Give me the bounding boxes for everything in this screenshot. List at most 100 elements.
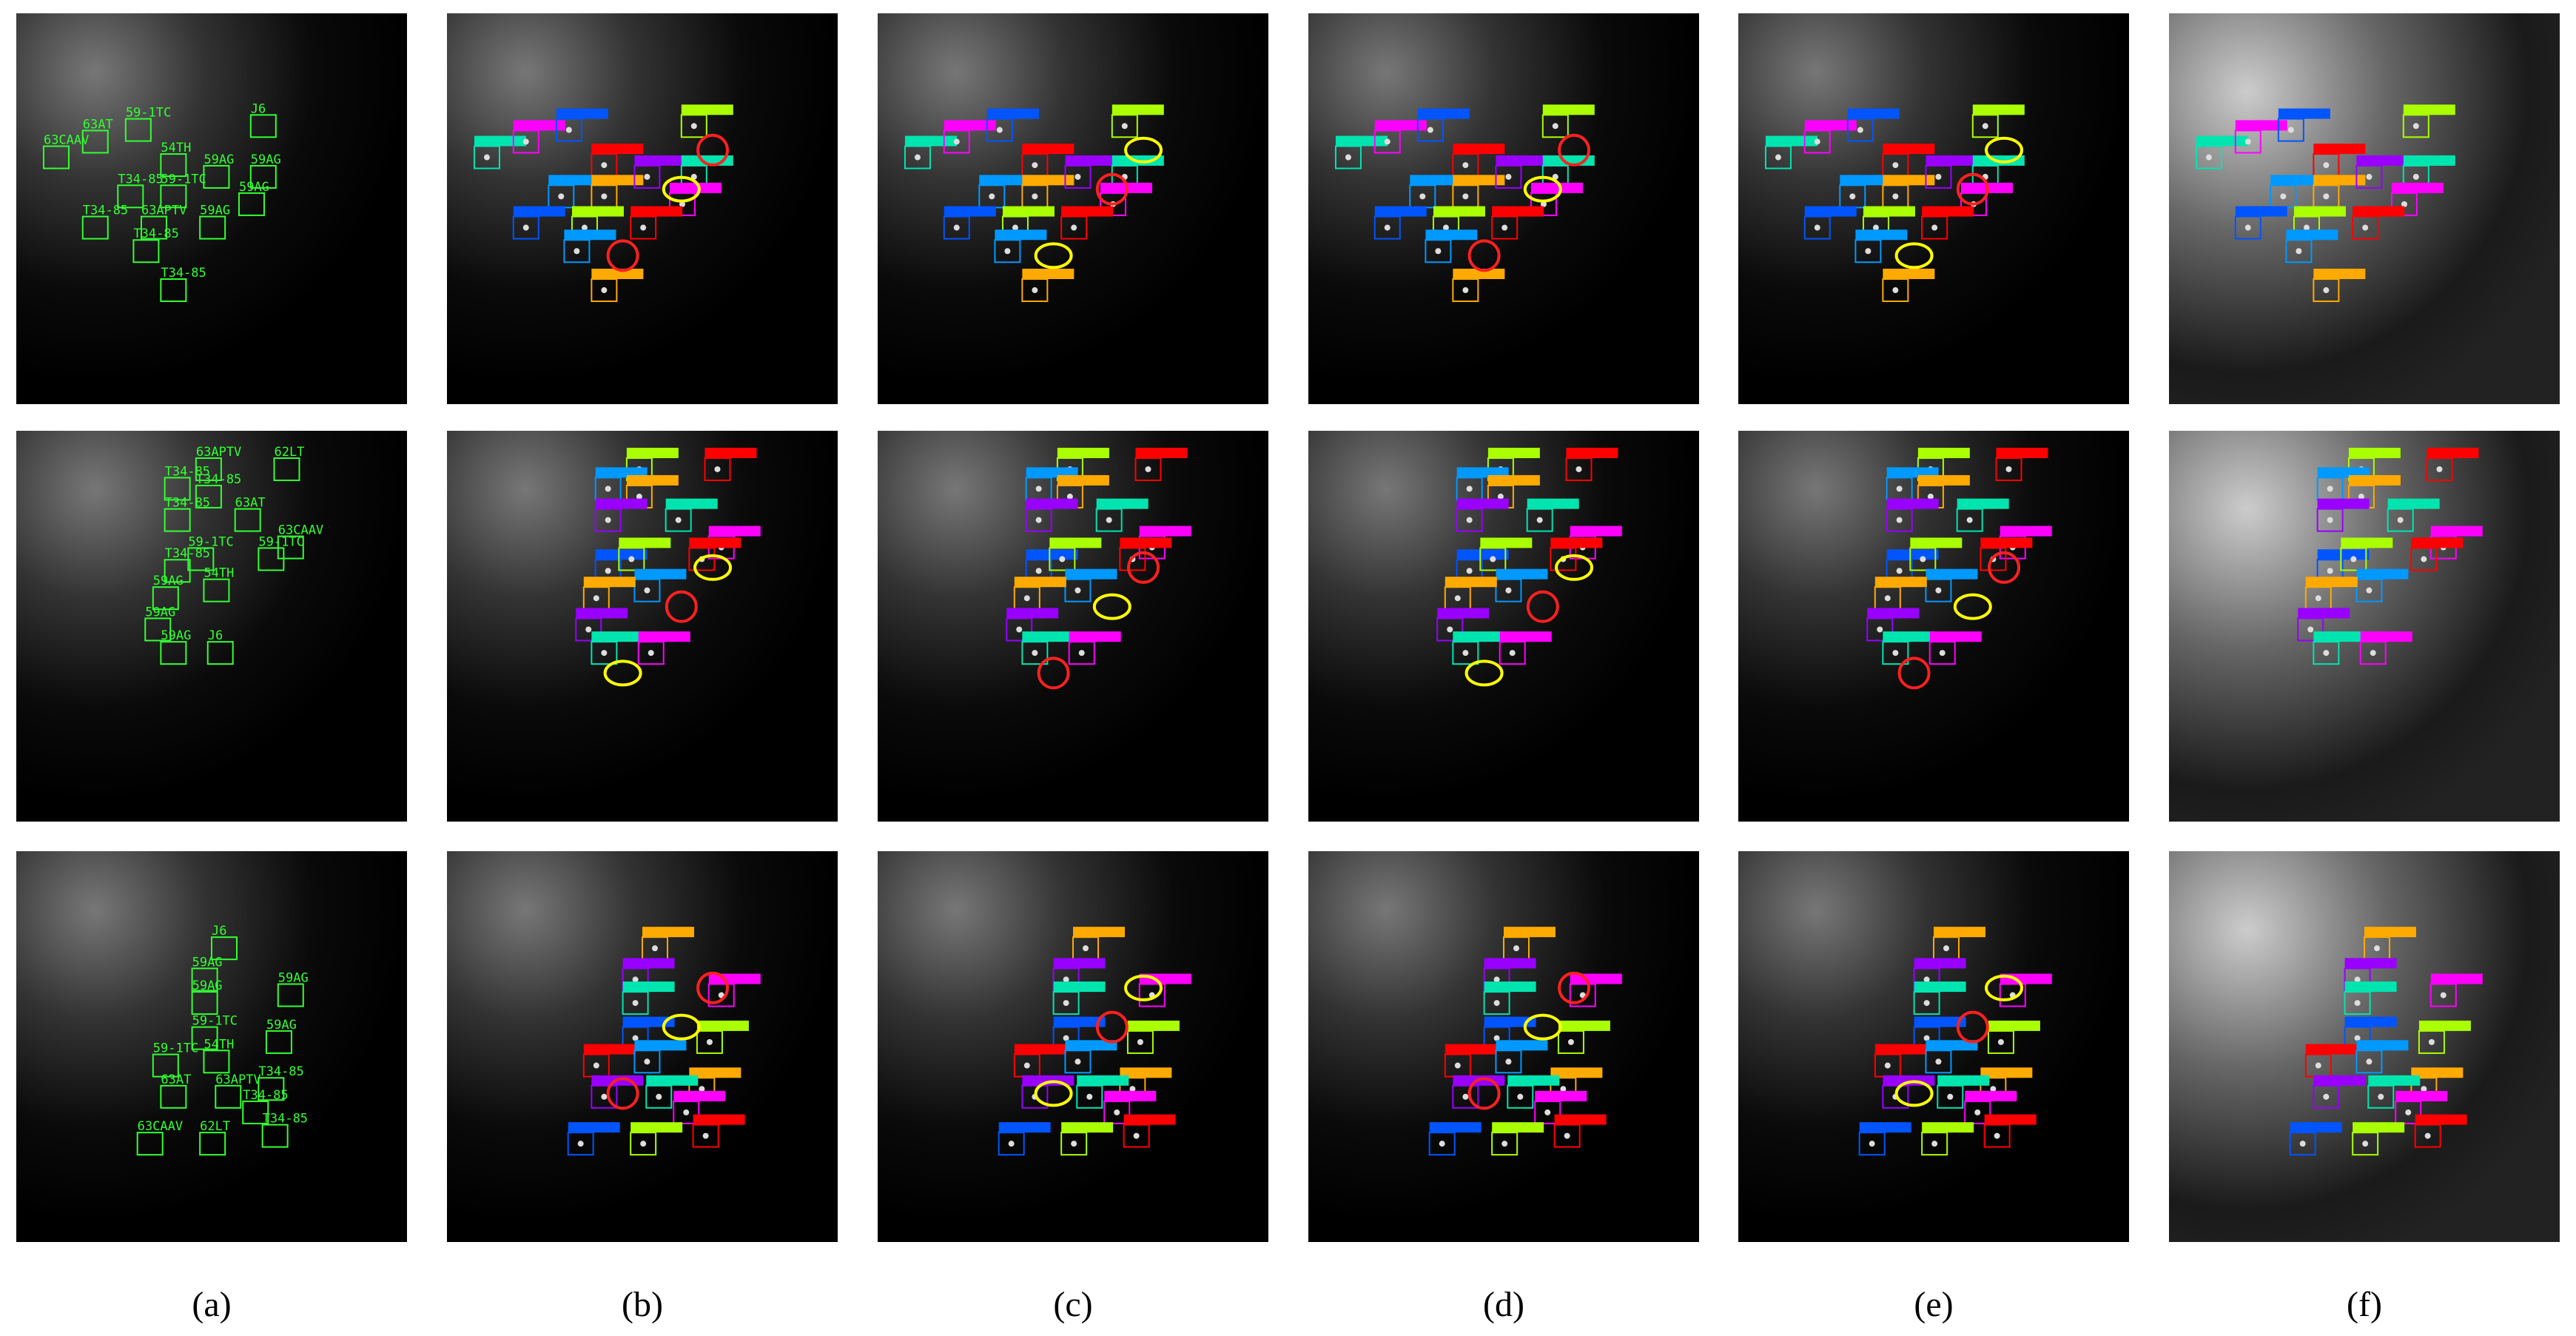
det-box [688, 547, 716, 571]
target [2405, 1109, 2412, 1115]
det-box [2234, 130, 2261, 154]
target [2323, 162, 2330, 169]
target [2327, 517, 2333, 523]
target [644, 173, 650, 180]
gt-box [160, 278, 187, 303]
gt-label: 63AT [161, 1073, 191, 1087]
det-box [2355, 578, 2383, 602]
gt-label: 59AG [266, 1018, 297, 1033]
target [1032, 193, 1038, 200]
det-tag [2298, 608, 2350, 619]
det-box [1526, 508, 1553, 532]
det-tag [1934, 927, 1985, 938]
det-tag [1804, 206, 1857, 217]
missed-mark [665, 590, 698, 623]
target [1466, 486, 1473, 492]
target [2366, 587, 2372, 594]
det-tag [1073, 927, 1125, 938]
det-tag [1492, 1122, 1544, 1133]
det-box [1925, 578, 1952, 602]
target [2315, 1062, 2321, 1069]
det-tag [1926, 1040, 1978, 1051]
image-panel [16, 431, 407, 822]
target [2005, 466, 2012, 472]
target [1442, 224, 1449, 231]
det-tag [689, 1067, 741, 1078]
gt-label: 54TH [204, 566, 234, 581]
target [640, 1141, 647, 1147]
det-tag [1917, 474, 1970, 486]
det-box [1479, 547, 1507, 571]
det-box [2289, 1132, 2316, 1156]
target [1016, 626, 1023, 633]
gt-box [132, 239, 160, 263]
det-tag [2360, 631, 2412, 642]
det-box [2395, 1100, 2422, 1124]
det-box [1334, 145, 1362, 169]
target [1552, 123, 1558, 130]
det-tag [1765, 135, 1817, 147]
det-tag [1988, 1020, 2040, 1031]
gt-label: 59AG [161, 628, 191, 643]
det-tag [2353, 1122, 2405, 1133]
image-panel [16, 13, 407, 404]
gt-label: 59-1TC [153, 1041, 198, 1056]
target [1427, 127, 1433, 133]
target [1032, 287, 1038, 294]
target [1075, 173, 1081, 180]
false-alarm-mark [662, 175, 701, 203]
target [1884, 595, 1891, 602]
gt-box [195, 484, 222, 508]
gt-box [191, 967, 218, 992]
det-tag [1077, 1075, 1129, 1086]
det-tag [646, 1075, 699, 1086]
det-tag [2353, 206, 2405, 217]
target [522, 224, 529, 231]
det-tag [1972, 104, 2025, 115]
det-tag [1049, 537, 1102, 548]
missed-mark [696, 971, 730, 1004]
det-box [1964, 1100, 1991, 1124]
det-tag [2368, 1075, 2421, 1086]
target [1939, 650, 1946, 657]
det-tag [1922, 206, 1974, 217]
missed-mark [606, 1077, 639, 1110]
target [1454, 595, 1461, 602]
target [601, 650, 608, 657]
gt-box [203, 164, 230, 189]
gt-box [195, 457, 222, 481]
det-tag [1883, 175, 1935, 186]
det-tag [2293, 206, 2346, 217]
det-tag [1840, 175, 1892, 186]
gt-box [261, 1124, 289, 1148]
det-tag [1929, 631, 1982, 642]
target [714, 466, 721, 472]
gt-label: 59-1TC [126, 106, 171, 121]
det-tag [1530, 182, 1583, 193]
target [1462, 162, 1469, 169]
det-tag [2305, 577, 2358, 588]
det-box [1495, 1050, 1522, 1074]
det-tag [696, 1020, 749, 1031]
det-tag [1139, 526, 1191, 537]
det-tag [634, 155, 687, 166]
gt-label: T34-85 [133, 226, 178, 241]
det-tag [2344, 1016, 2397, 1027]
det-box [1854, 239, 1882, 263]
det-tag [630, 206, 683, 217]
target [679, 201, 685, 207]
det-box [630, 1132, 657, 1156]
det-tag [1883, 631, 1935, 642]
det-box [1060, 1132, 1088, 1156]
target [1869, 1141, 1875, 1147]
gt-label: T34-85 [243, 1088, 288, 1103]
det-tag [2286, 229, 2338, 241]
det-box [2426, 457, 2453, 481]
gt-box [211, 936, 238, 961]
target [1023, 1062, 1030, 1069]
det-tag [571, 206, 624, 217]
det-box [1866, 617, 1894, 642]
false-alarm-mark [1464, 659, 1504, 687]
target [1884, 1062, 1891, 1069]
gt-label: 59AG [153, 574, 184, 588]
